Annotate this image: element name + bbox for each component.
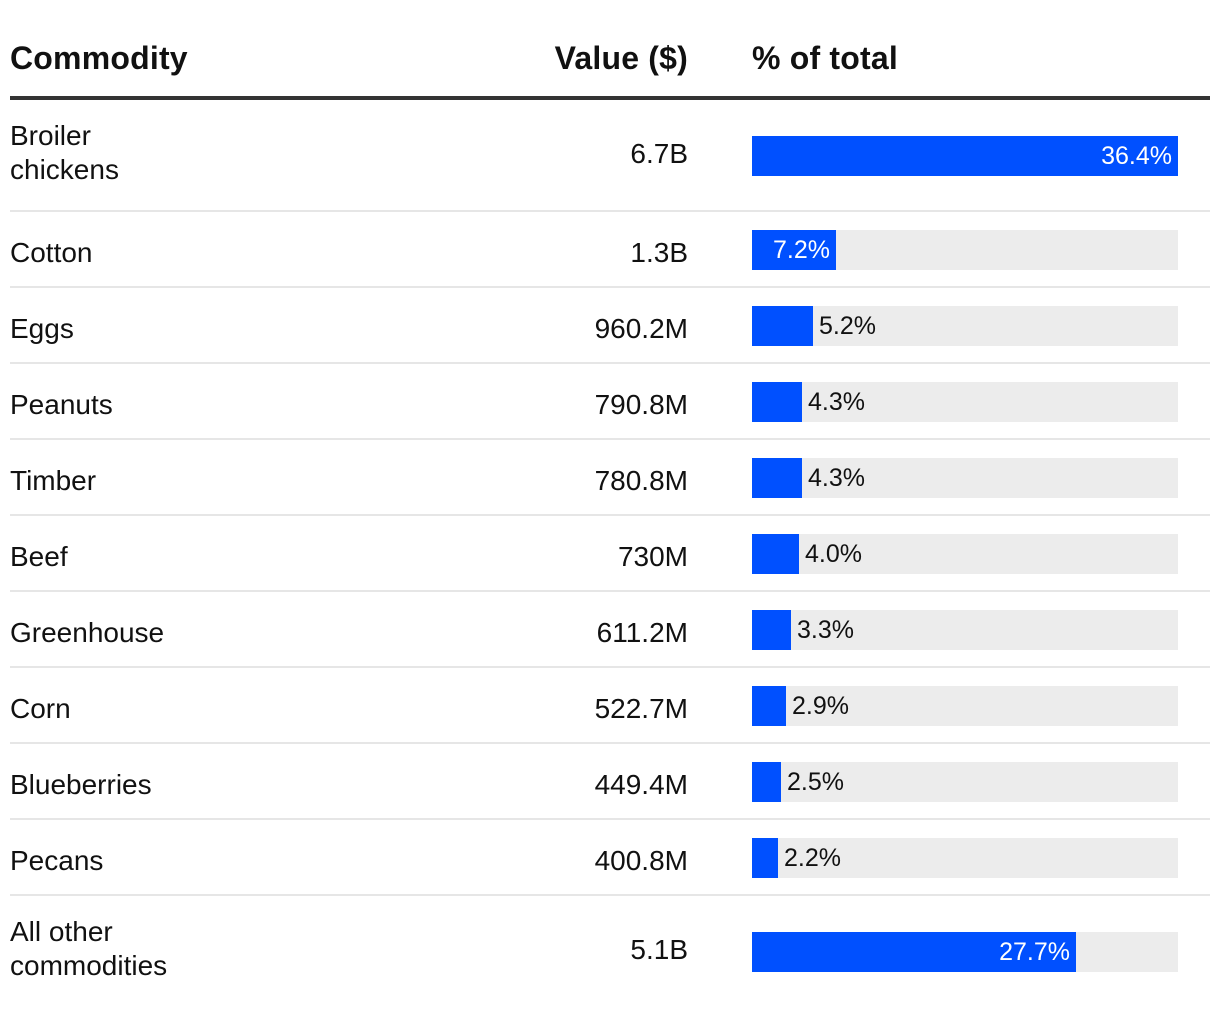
percent-bar-track: 5.2%	[752, 306, 1178, 346]
commodity-name: Peanuts	[10, 388, 113, 422]
table-row: All other commodities 5.1B 27.7%	[10, 896, 1210, 1008]
commodity-value: 790.8M	[594, 389, 688, 420]
percent-label: 2.9%	[792, 692, 849, 720]
table-row: Cotton 1.3B 7.2%	[10, 212, 1210, 288]
table-row: Peanuts 790.8M 4.3%	[10, 364, 1210, 440]
percent-bar-track: 2.5%	[752, 762, 1178, 802]
percent-bar-track: 3.3%	[752, 610, 1178, 650]
commodity-name-line: Pecans	[10, 845, 104, 876]
table-row: Pecans 400.8M 2.2%	[10, 820, 1210, 896]
percent-label: 5.2%	[819, 312, 876, 340]
header-value: Value ($)	[554, 40, 688, 76]
commodity-value: 6.7B	[630, 138, 688, 169]
commodity-name: Eggs	[10, 312, 74, 346]
commodity-name-line: Broiler	[10, 120, 91, 151]
commodity-name-line: Cotton	[10, 237, 93, 268]
commodity-name-line: Corn	[10, 693, 71, 724]
percent-bar	[752, 686, 786, 726]
percent-bar-track: 2.2%	[752, 838, 1178, 878]
percent-bar	[752, 534, 799, 574]
percent-label: 2.5%	[787, 768, 844, 796]
table-row: Greenhouse 611.2M 3.3%	[10, 592, 1210, 668]
percent-bar-track: 27.7%	[752, 932, 1178, 972]
commodity-name: Beef	[10, 540, 68, 574]
commodity-value: 730M	[617, 541, 688, 572]
commodity-name-line: commodities	[10, 950, 168, 981]
commodity-name-line: All other	[10, 916, 113, 947]
percent-bar	[752, 458, 802, 498]
commodity-value: 522.7M	[594, 693, 688, 724]
percent-bar-track: 2.9%	[752, 686, 1178, 726]
commodity-name: Greenhouse	[10, 616, 164, 650]
percent-bar	[752, 838, 778, 878]
commodity-name-line: Timber	[10, 465, 97, 496]
commodity-value: 780.8M	[594, 465, 688, 496]
commodity-name: Pecans	[10, 844, 103, 878]
commodity-name-line: Peanuts	[10, 389, 113, 420]
percent-label: 4.3%	[808, 464, 865, 492]
commodity-value: 960.2M	[594, 313, 688, 344]
percent-label: 4.0%	[805, 540, 862, 568]
percent-bar	[752, 932, 1076, 972]
commodity-name: Broiler chickens	[10, 119, 119, 187]
header-commodity: Commodity	[10, 40, 188, 76]
percent-bar	[752, 230, 836, 270]
commodity-name: Timber	[10, 464, 96, 498]
table-row: Timber 780.8M 4.3%	[10, 440, 1210, 516]
percent-bar-track: 36.4%	[752, 136, 1178, 176]
table-row: Eggs 960.2M 5.2%	[10, 288, 1210, 364]
percent-bar-track: 4.3%	[752, 382, 1178, 422]
percent-bar-track: 7.2%	[752, 230, 1178, 270]
table-row: Corn 522.7M 2.9%	[10, 668, 1210, 744]
percent-bar-track: 4.0%	[752, 534, 1178, 574]
percent-bar	[752, 382, 802, 422]
table-body: Broiler chickens 6.7B 36.4% Cotton 1.3B 7.2% Eg…	[10, 100, 1210, 1008]
commodity-name: All other commodities	[10, 915, 167, 983]
commodity-value: 449.4M	[594, 769, 688, 800]
percent-label: 3.3%	[797, 616, 854, 644]
commodity-name: Cotton	[10, 236, 93, 270]
commodity-value: 5.1B	[630, 934, 688, 965]
commodity-name-line: Greenhouse	[10, 617, 165, 648]
percent-bar-track: 4.3%	[752, 458, 1178, 498]
percent-bar	[752, 136, 1178, 176]
commodity-table: Commodity Value ($) % of total Broiler ch…	[10, 0, 1210, 1008]
table-row: Beef 730M 4.0%	[10, 516, 1210, 592]
percent-bar	[752, 762, 781, 802]
commodity-name-line: Blueberries	[10, 769, 152, 800]
commodity-name-line: Eggs	[10, 313, 74, 344]
commodity-value: 1.3B	[630, 237, 688, 268]
commodity-value: 611.2M	[596, 617, 688, 648]
header-percent-of-total: % of total	[752, 40, 898, 76]
commodity-name: Blueberries	[10, 768, 152, 802]
table-row: Broiler chickens 6.7B 36.4%	[10, 100, 1210, 212]
commodity-name: Corn	[10, 692, 71, 726]
commodity-value: 400.8M	[594, 845, 688, 876]
percent-label: 4.3%	[808, 388, 865, 416]
table-row: Blueberries 449.4M 2.5%	[10, 744, 1210, 820]
commodity-name-line: chickens	[10, 154, 119, 185]
percent-bar	[752, 306, 813, 346]
percent-label: 7.2%	[773, 236, 830, 264]
percent-label: 36.4%	[1101, 142, 1172, 170]
commodity-name-line: Beef	[10, 541, 68, 572]
table-header: Commodity Value ($) % of total	[10, 0, 1210, 100]
percent-label: 2.2%	[784, 844, 841, 872]
percent-label: 27.7%	[999, 938, 1070, 966]
percent-bar	[752, 610, 791, 650]
